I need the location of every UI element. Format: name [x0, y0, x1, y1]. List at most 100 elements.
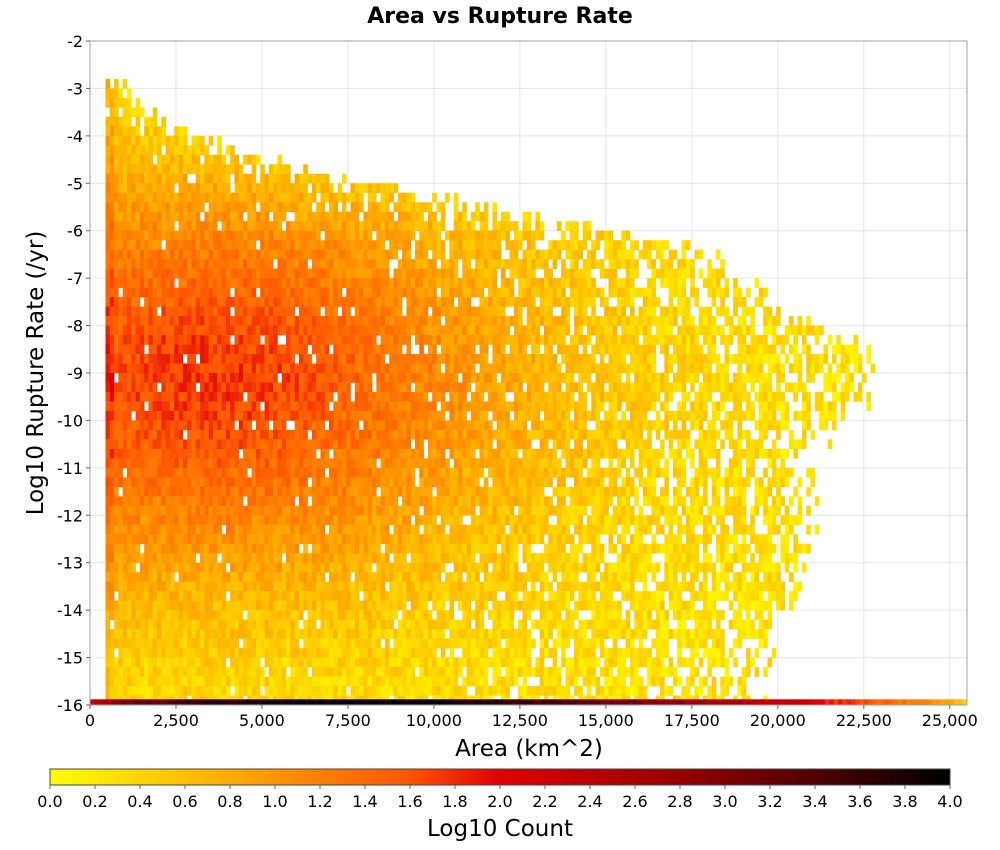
- heatmap-cell: [165, 306, 171, 317]
- heatmap-cell: [402, 458, 407, 469]
- heatmap-cell: [341, 249, 347, 260]
- heatmap-cell: [440, 278, 446, 288]
- heatmap-cell: [234, 391, 240, 402]
- heatmap-cell: [251, 306, 257, 317]
- heatmap-cell: [402, 467, 407, 478]
- heatmap-cell: [135, 316, 141, 326]
- heatmap-cell: [316, 202, 321, 213]
- heatmap-cell: [724, 316, 730, 326]
- heatmap-cell: [105, 477, 111, 488]
- heatmap-cell: [126, 429, 132, 440]
- heatmap-cell: [475, 240, 480, 250]
- heatmap-cell: [750, 363, 755, 374]
- heatmap-cell: [419, 240, 424, 250]
- heatmap-cell: [543, 306, 549, 317]
- heatmap-cell: [397, 211, 403, 222]
- heatmap-cell: [496, 335, 502, 345]
- heatmap-cell: [187, 344, 192, 355]
- heatmap-cell: [621, 335, 626, 345]
- heatmap-cell: [586, 410, 592, 421]
- heatmap-cell: [462, 505, 467, 516]
- heatmap-cell: [264, 335, 270, 345]
- heatmap-cell: [806, 420, 811, 431]
- heatmap-cell: [789, 382, 794, 393]
- heatmap-cell: [303, 354, 308, 364]
- heatmap-cell: [470, 401, 476, 412]
- heatmap-cell: [423, 496, 429, 507]
- heatmap-cell: [720, 391, 725, 402]
- heatmap-cell: [135, 230, 141, 241]
- heatmap-cell: [294, 439, 300, 450]
- heatmap-cell: [410, 221, 416, 232]
- heatmap-cell: [341, 382, 347, 393]
- heatmap-cell: [664, 467, 669, 478]
- heatmap-cell: [122, 316, 128, 326]
- heatmap-cell: [475, 410, 480, 421]
- heatmap-cell: [273, 221, 278, 232]
- heatmap-cell: [200, 240, 205, 250]
- heatmap-cell: [638, 401, 644, 412]
- heatmap-cell: [277, 354, 283, 364]
- heatmap-cell: [427, 496, 433, 507]
- heatmap-cell: [410, 477, 416, 488]
- heatmap-cell: [139, 467, 145, 478]
- heatmap-cell: [436, 458, 442, 469]
- heatmap-cell: [200, 363, 205, 374]
- heatmap-cell: [423, 297, 429, 307]
- heatmap-cell: [784, 325, 790, 336]
- heatmap-cell: [612, 268, 618, 279]
- heatmap-cell: [350, 448, 356, 459]
- heatmap-cell: [126, 278, 132, 288]
- heatmap-cell: [548, 316, 553, 326]
- heatmap-cell: [200, 486, 205, 497]
- heatmap-cell: [212, 335, 218, 345]
- heatmap-cell: [419, 420, 424, 431]
- heatmap-cell: [346, 297, 351, 307]
- heatmap-cell: [161, 202, 166, 213]
- heatmap-cell: [303, 221, 308, 232]
- heatmap-cell: [500, 410, 506, 421]
- heatmap-cell: [419, 486, 424, 497]
- heatmap-cell: [522, 477, 528, 488]
- heatmap-cell: [139, 391, 145, 402]
- heatmap-cell: [703, 316, 708, 326]
- heatmap-cell: [376, 297, 381, 307]
- heatmap-cell: [337, 401, 343, 412]
- heatmap-cell: [595, 505, 601, 516]
- heatmap-cell: [526, 467, 532, 478]
- heatmap-cell: [114, 505, 119, 516]
- heatmap-cell: [578, 391, 583, 402]
- heatmap-cell: [290, 316, 295, 326]
- heatmap-cell: [247, 221, 252, 232]
- heatmap-cell: [200, 135, 205, 146]
- heatmap-cell: [255, 373, 261, 383]
- heatmap-cell: [169, 154, 175, 165]
- heatmap-cell: [109, 221, 115, 232]
- heatmap-cell: [152, 325, 158, 336]
- heatmap-cell: [488, 230, 493, 241]
- heatmap-cell: [238, 183, 244, 194]
- heatmap-cell: [836, 363, 841, 374]
- heatmap-cell: [500, 306, 506, 317]
- heatmap-cell: [724, 391, 730, 402]
- heatmap-cell: [746, 448, 751, 459]
- heatmap-cell: [844, 344, 850, 355]
- heatmap-cell: [204, 183, 209, 194]
- heatmap-cell: [410, 420, 416, 431]
- heatmap-cell: [264, 249, 270, 260]
- heatmap-cell: [509, 335, 515, 345]
- heatmap-cell: [255, 448, 261, 459]
- heatmap-cell: [169, 382, 175, 393]
- heatmap-cell: [114, 477, 119, 488]
- heatmap-cell: [483, 410, 489, 421]
- heatmap-cell: [771, 448, 777, 459]
- heatmap-cell: [122, 382, 128, 393]
- heatmap-cell: [225, 410, 231, 421]
- heatmap-cell: [543, 259, 549, 269]
- heatmap-cell: [724, 287, 730, 298]
- heatmap-cell: [363, 448, 369, 459]
- heatmap-cell: [690, 448, 695, 459]
- heatmap-cell: [372, 268, 377, 279]
- heatmap-cell: [402, 325, 407, 336]
- heatmap-cell: [264, 382, 270, 393]
